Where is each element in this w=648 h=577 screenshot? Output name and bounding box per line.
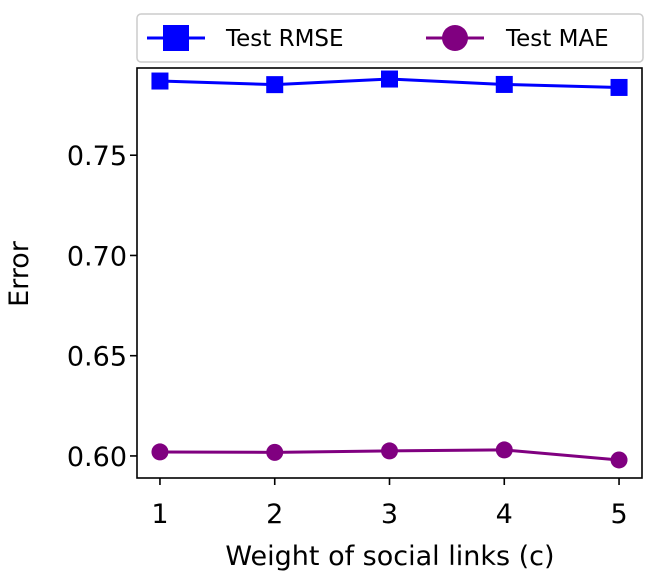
circle-marker-icon xyxy=(442,25,468,51)
data-point-test-mae xyxy=(381,442,398,460)
x-tick-label: 4 xyxy=(496,499,513,530)
y-tick-label: 0.60 xyxy=(67,442,127,473)
square-marker-icon xyxy=(163,25,189,51)
data-point-test-rmse xyxy=(266,76,284,94)
legend: Test RMSE Test MAE xyxy=(136,13,644,63)
y-axis: 0.60 0.65 0.70 0.75 xyxy=(67,141,137,473)
x-axis: 1 2 3 4 5 xyxy=(151,478,628,530)
data-point-test-mae xyxy=(266,443,284,461)
legend-label-test-rmse: Test RMSE xyxy=(225,26,344,52)
y-tick-label: 0.75 xyxy=(67,141,127,172)
data-point-test-rmse xyxy=(151,72,169,90)
x-tick-label: 3 xyxy=(381,499,398,530)
y-tick-label: 0.65 xyxy=(67,342,127,373)
data-point-test-rmse xyxy=(381,70,398,88)
x-tick-label: 5 xyxy=(610,499,627,530)
plot-series xyxy=(151,70,628,469)
x-tick-label: 2 xyxy=(266,499,283,530)
legend-frame xyxy=(136,13,644,63)
data-point-test-mae xyxy=(610,451,628,469)
x-tick-label: 1 xyxy=(151,499,168,530)
series-test-mae xyxy=(151,441,628,469)
data-point-test-rmse xyxy=(495,75,513,93)
data-point-test-rmse xyxy=(610,78,628,96)
legend-entry-test-rmse: Test RMSE xyxy=(147,25,344,52)
series-test-rmse xyxy=(151,70,628,96)
legend-entry-test-mae: Test MAE xyxy=(426,25,609,52)
data-point-test-mae xyxy=(151,443,169,461)
x-axis-title: Weight of social links (c) xyxy=(225,541,554,572)
plot-frame xyxy=(136,67,643,479)
y-axis-title: Error xyxy=(4,240,35,307)
legend-label-test-mae: Test MAE xyxy=(505,26,609,52)
y-tick-label: 0.70 xyxy=(67,241,127,272)
data-point-test-mae xyxy=(495,441,513,459)
